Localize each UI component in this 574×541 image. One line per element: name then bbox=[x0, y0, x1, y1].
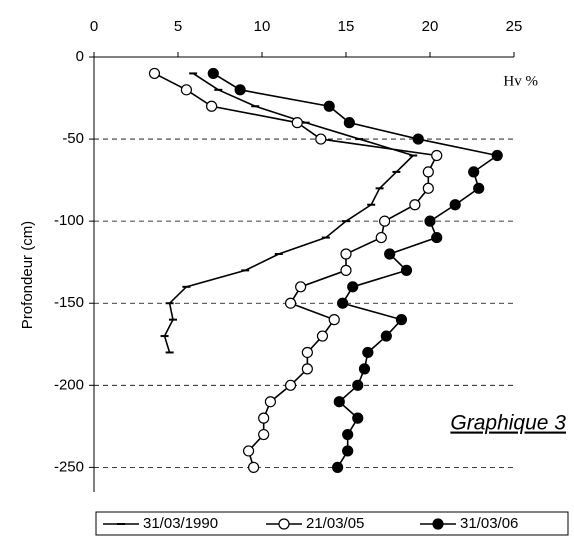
marker bbox=[258, 412, 270, 424]
x-tick-label: 0 bbox=[90, 18, 98, 35]
marker bbox=[332, 461, 344, 473]
marker bbox=[473, 182, 485, 194]
x-tick-label: 25 bbox=[506, 18, 523, 35]
marker bbox=[342, 445, 354, 457]
marker bbox=[343, 117, 355, 129]
marker bbox=[395, 314, 408, 326]
marker bbox=[468, 166, 480, 178]
marker bbox=[409, 199, 421, 211]
marker bbox=[431, 231, 443, 244]
marker bbox=[148, 67, 161, 80]
marker bbox=[284, 297, 297, 309]
marker bbox=[301, 346, 313, 359]
x-tick-label: 10 bbox=[254, 18, 271, 35]
marker bbox=[352, 379, 364, 391]
marker bbox=[333, 396, 345, 408]
y-tick-label: 0 bbox=[76, 48, 84, 65]
marker bbox=[424, 215, 436, 227]
marker bbox=[234, 84, 246, 96]
marker bbox=[422, 166, 434, 178]
marker bbox=[379, 215, 391, 227]
marker bbox=[323, 100, 335, 112]
x-tick-label: 5 bbox=[174, 18, 182, 35]
legend-item: 31/03/06 bbox=[420, 515, 518, 532]
y-tick-label: -150 bbox=[54, 294, 84, 311]
x-tick-label: 20 bbox=[422, 18, 439, 35]
marker bbox=[284, 379, 297, 391]
marker bbox=[207, 67, 219, 80]
series-line bbox=[163, 72, 415, 353]
marker bbox=[180, 84, 192, 96]
marker bbox=[342, 428, 354, 441]
marker bbox=[422, 182, 434, 194]
marker bbox=[248, 461, 260, 473]
marker bbox=[358, 363, 371, 375]
marker bbox=[295, 281, 307, 293]
marker bbox=[301, 363, 313, 375]
y-tick-label: -100 bbox=[54, 212, 84, 229]
marker bbox=[432, 518, 444, 530]
legend-item: 21/03/05 bbox=[266, 515, 364, 532]
marker bbox=[340, 248, 352, 260]
marker bbox=[328, 314, 340, 326]
marker bbox=[316, 330, 329, 342]
marker bbox=[291, 117, 303, 129]
marker bbox=[375, 231, 387, 244]
annotation: Hv % bbox=[503, 73, 538, 89]
legend-label: 31/03/06 bbox=[460, 515, 518, 532]
y-tick-label: -250 bbox=[54, 458, 84, 475]
marker bbox=[315, 133, 327, 145]
marker bbox=[449, 199, 461, 211]
marker bbox=[384, 248, 396, 260]
marker bbox=[206, 100, 218, 112]
marker bbox=[278, 518, 290, 530]
marker bbox=[380, 330, 392, 342]
series-line bbox=[212, 72, 500, 468]
y-axis-label: Profondeur (cm) bbox=[19, 221, 36, 329]
y-tick-label: -50 bbox=[62, 130, 84, 147]
marker bbox=[352, 412, 364, 424]
marker bbox=[431, 149, 443, 162]
y-tick-label: -200 bbox=[54, 376, 84, 393]
marker bbox=[347, 281, 359, 293]
marker bbox=[242, 445, 255, 457]
legend-box bbox=[95, 511, 569, 536]
marker bbox=[491, 149, 503, 162]
marker bbox=[340, 264, 352, 276]
legend-item: 31/03/1990 bbox=[103, 515, 218, 532]
marker bbox=[412, 133, 424, 145]
marker bbox=[400, 264, 413, 276]
marker bbox=[264, 396, 276, 408]
x-tick-label: 15 bbox=[338, 18, 355, 35]
legend-label: 21/03/05 bbox=[306, 515, 364, 532]
series-line bbox=[154, 72, 438, 468]
legend-label: 31/03/1990 bbox=[143, 515, 218, 532]
annotation: Graphique 3 bbox=[450, 412, 566, 435]
marker bbox=[258, 428, 270, 441]
marker bbox=[362, 346, 374, 359]
marker bbox=[337, 297, 349, 309]
